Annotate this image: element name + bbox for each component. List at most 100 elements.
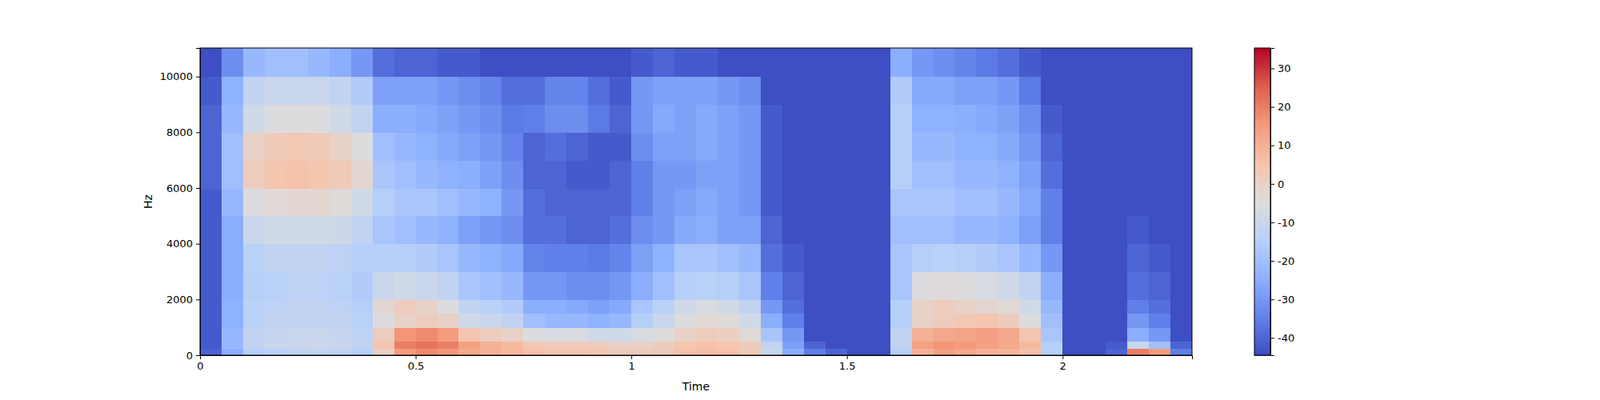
cell bbox=[286, 76, 308, 105]
cell bbox=[912, 104, 934, 133]
cell bbox=[200, 160, 222, 188]
cell bbox=[416, 341, 438, 349]
cell bbox=[1170, 272, 1192, 300]
cell bbox=[912, 76, 934, 105]
cell bbox=[243, 244, 265, 272]
cell bbox=[351, 244, 373, 272]
cell bbox=[868, 76, 891, 105]
cell bbox=[954, 188, 976, 216]
cell bbox=[200, 327, 222, 342]
cell bbox=[696, 188, 718, 216]
cell bbox=[243, 327, 265, 342]
cell bbox=[825, 272, 848, 300]
cell bbox=[912, 313, 934, 328]
cell bbox=[631, 188, 653, 216]
cell bbox=[804, 76, 826, 105]
cell bbox=[221, 341, 244, 349]
cell bbox=[1062, 341, 1084, 349]
cell bbox=[696, 299, 718, 314]
cell bbox=[760, 244, 783, 272]
cell bbox=[264, 216, 287, 244]
cell bbox=[933, 348, 956, 356]
cell bbox=[329, 313, 352, 328]
cell bbox=[782, 299, 804, 314]
cell bbox=[308, 132, 330, 160]
cell bbox=[782, 188, 804, 216]
cell bbox=[1084, 244, 1106, 272]
cell bbox=[523, 327, 545, 342]
cell bbox=[523, 341, 545, 349]
cell bbox=[652, 244, 675, 272]
cell bbox=[890, 132, 912, 160]
cell bbox=[1127, 299, 1149, 314]
cell bbox=[912, 341, 934, 349]
chart: 00.511.520200040006000800010000TimeHz-40… bbox=[0, 0, 1600, 400]
cell bbox=[372, 132, 395, 160]
cell bbox=[221, 104, 244, 133]
cell bbox=[760, 132, 783, 160]
cell bbox=[372, 299, 395, 314]
tick-label: 10 bbox=[1277, 139, 1292, 152]
cell bbox=[523, 132, 545, 160]
cell bbox=[286, 188, 308, 216]
y-axis-title: Hz bbox=[141, 194, 155, 209]
cell bbox=[631, 313, 653, 328]
cell bbox=[1040, 104, 1063, 133]
cell bbox=[200, 76, 222, 105]
cell bbox=[954, 48, 976, 77]
cell bbox=[609, 299, 632, 314]
cell bbox=[221, 272, 244, 300]
cell bbox=[631, 160, 653, 188]
cell bbox=[566, 160, 588, 188]
cell bbox=[997, 104, 1020, 133]
cell bbox=[782, 104, 804, 133]
cell bbox=[437, 348, 460, 356]
cell bbox=[782, 160, 804, 188]
cell bbox=[997, 160, 1020, 188]
cell bbox=[329, 48, 352, 77]
cell bbox=[825, 216, 848, 244]
cell bbox=[912, 327, 934, 342]
cell bbox=[717, 188, 740, 216]
tick: 1 bbox=[628, 355, 635, 372]
cell bbox=[1148, 341, 1171, 349]
cell bbox=[631, 104, 653, 133]
cell bbox=[696, 341, 718, 349]
cell bbox=[264, 327, 287, 342]
cell bbox=[437, 216, 460, 244]
tick-label: 30 bbox=[1277, 62, 1292, 75]
cell bbox=[243, 348, 265, 356]
cell bbox=[1019, 348, 1041, 356]
cell bbox=[264, 299, 287, 314]
cell bbox=[976, 272, 998, 300]
cell bbox=[416, 76, 438, 105]
cell bbox=[1019, 132, 1041, 160]
cell bbox=[954, 327, 976, 342]
cell bbox=[308, 313, 330, 328]
cell bbox=[1148, 132, 1171, 160]
cell bbox=[976, 348, 998, 356]
cell bbox=[997, 348, 1020, 356]
cell bbox=[1127, 132, 1149, 160]
cell bbox=[458, 160, 480, 188]
cell bbox=[912, 48, 934, 77]
cell bbox=[351, 76, 373, 105]
cell bbox=[674, 348, 696, 356]
cell bbox=[329, 272, 352, 300]
cell bbox=[588, 348, 610, 356]
cell bbox=[652, 76, 675, 105]
cell bbox=[1127, 327, 1149, 342]
cell bbox=[954, 341, 976, 349]
cell bbox=[588, 327, 610, 342]
cell bbox=[739, 327, 761, 342]
cell bbox=[652, 341, 675, 349]
cell bbox=[1148, 188, 1171, 216]
cell bbox=[1105, 313, 1128, 328]
cell bbox=[286, 48, 308, 77]
tick-label: 0 bbox=[196, 360, 204, 372]
cell bbox=[890, 313, 912, 328]
cell bbox=[588, 299, 610, 314]
cell bbox=[1084, 48, 1106, 77]
cell bbox=[825, 48, 848, 77]
cell bbox=[674, 216, 696, 244]
